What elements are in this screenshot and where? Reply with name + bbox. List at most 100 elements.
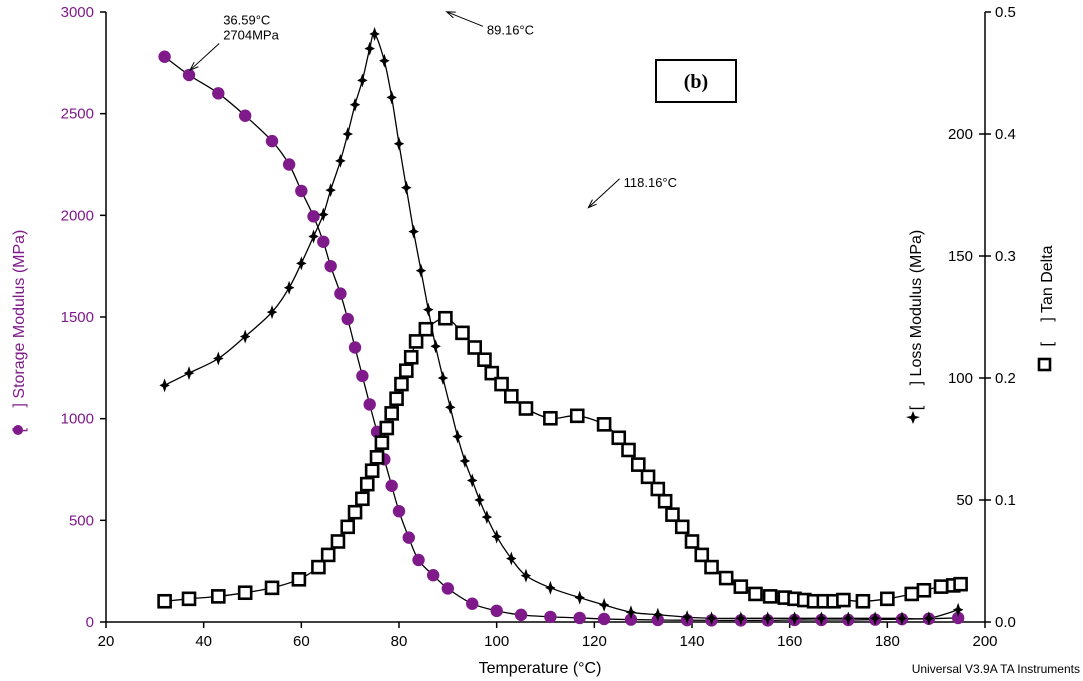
x-tick-label: 180	[875, 633, 900, 650]
loss-point	[342, 127, 353, 141]
storage-tick-label: 1500	[61, 309, 94, 326]
storage-tick-label: 3000	[61, 4, 94, 21]
tan_peak2-arrow-line	[588, 178, 620, 209]
loss-point	[625, 605, 637, 620]
loss-point	[423, 302, 434, 317]
curves-layer	[164, 33, 961, 622]
tan-point	[379, 420, 395, 436]
loss-tick-label: 150	[948, 248, 973, 265]
tan-point	[237, 585, 253, 601]
storage-point	[385, 479, 398, 492]
storage-tick-label: 2000	[61, 207, 94, 224]
tan-point	[694, 547, 710, 563]
loss-point	[506, 551, 517, 566]
tan-point	[211, 589, 226, 604]
tan-point	[494, 376, 509, 392]
loss-point	[296, 256, 307, 271]
tan-point	[704, 559, 719, 575]
tan-tick-label: 0.5	[995, 4, 1016, 21]
loss-tick-label: 50	[956, 492, 973, 509]
tan-point	[340, 519, 356, 535]
loss-point	[491, 529, 502, 544]
tan-axis-title: [ ] Tan Delta	[1039, 245, 1056, 346]
loss-point	[430, 339, 441, 354]
loss-point	[467, 473, 478, 488]
tan-point	[484, 365, 500, 381]
tan-point	[418, 321, 434, 337]
tan_peak1-label: 89.16°C	[487, 22, 534, 37]
tan-point	[330, 534, 346, 549]
loss-point	[325, 183, 336, 198]
tan-point	[399, 363, 414, 378]
storage-point	[597, 612, 611, 626]
storage-point	[295, 184, 308, 198]
storage-point	[392, 504, 406, 518]
tan-tick-label: 0.2	[995, 370, 1016, 387]
loss-point	[452, 429, 463, 444]
loss-point	[474, 493, 485, 507]
loss-point	[364, 41, 375, 56]
storage-point	[356, 369, 369, 383]
loss-point	[393, 136, 405, 151]
tan-point	[467, 340, 482, 355]
loss-legend-marker	[906, 411, 920, 424]
loss-axis-title: [ ] Loss Modulus (MPa)	[908, 230, 925, 411]
tan-point	[394, 376, 409, 392]
tan-axis-title-rest: ] Tan Delta	[1039, 245, 1056, 321]
loss-axis-title-open: [	[908, 405, 925, 410]
tan-point	[364, 463, 380, 479]
storage-point	[490, 604, 503, 618]
loss-point	[318, 207, 329, 222]
tan-point	[389, 391, 404, 407]
axes-layer: 20 40 60 80 100 120 140 160 180 20005001000150020…	[61, 4, 1016, 650]
loss-point	[369, 26, 380, 41]
storage-point	[317, 235, 330, 248]
storage-point	[514, 608, 528, 622]
storage_peak-label: 2704MPa	[223, 27, 279, 42]
x-tick-label: 140	[679, 633, 704, 650]
loss-point	[437, 371, 449, 385]
storage-curve	[164, 56, 959, 622]
tan-point	[657, 493, 673, 509]
loss-point	[520, 568, 532, 583]
loss-point	[239, 329, 251, 344]
storage-point	[441, 582, 455, 595]
x-tick-label: 60	[293, 633, 310, 650]
tan-point	[674, 519, 690, 535]
loss-point	[183, 366, 195, 381]
loss-point	[952, 602, 964, 617]
storage-point	[307, 210, 320, 223]
x-tick-label: 80	[391, 633, 408, 650]
tan_peak2-arrow-head	[587, 199, 597, 209]
loss-point	[762, 611, 773, 626]
tan-point	[355, 491, 370, 507]
storage-point	[412, 553, 425, 567]
loss-point	[266, 305, 278, 320]
tan-point	[665, 507, 680, 522]
storage-axis-title: [ ] Storage Modulus (MPa)	[11, 230, 28, 433]
tan-point	[320, 547, 336, 563]
storage-point	[544, 610, 557, 624]
tan-point	[596, 417, 612, 432]
loss-point	[283, 280, 295, 295]
tan_peak1-arrow-head	[445, 11, 456, 19]
tan-point	[621, 442, 636, 458]
loss-point	[349, 97, 361, 112]
loss-point	[159, 378, 170, 393]
storage-point	[265, 134, 279, 148]
storage-point	[951, 611, 965, 625]
tan-point	[347, 504, 363, 520]
storage-point	[348, 341, 362, 354]
storage-tick-label: 1000	[61, 411, 94, 428]
loss-point	[415, 263, 427, 278]
tan-point	[904, 586, 920, 602]
tan-axis-title-open: [	[1039, 342, 1056, 347]
tan-point	[855, 593, 871, 609]
loss-point	[379, 53, 390, 68]
storage-point	[363, 398, 376, 411]
storage-point	[466, 597, 479, 610]
tan-tick-label: 0.3	[995, 248, 1016, 265]
tan-point	[650, 481, 666, 497]
storage-axis-title-rest: ] Storage Modulus (MPa)	[11, 230, 28, 408]
